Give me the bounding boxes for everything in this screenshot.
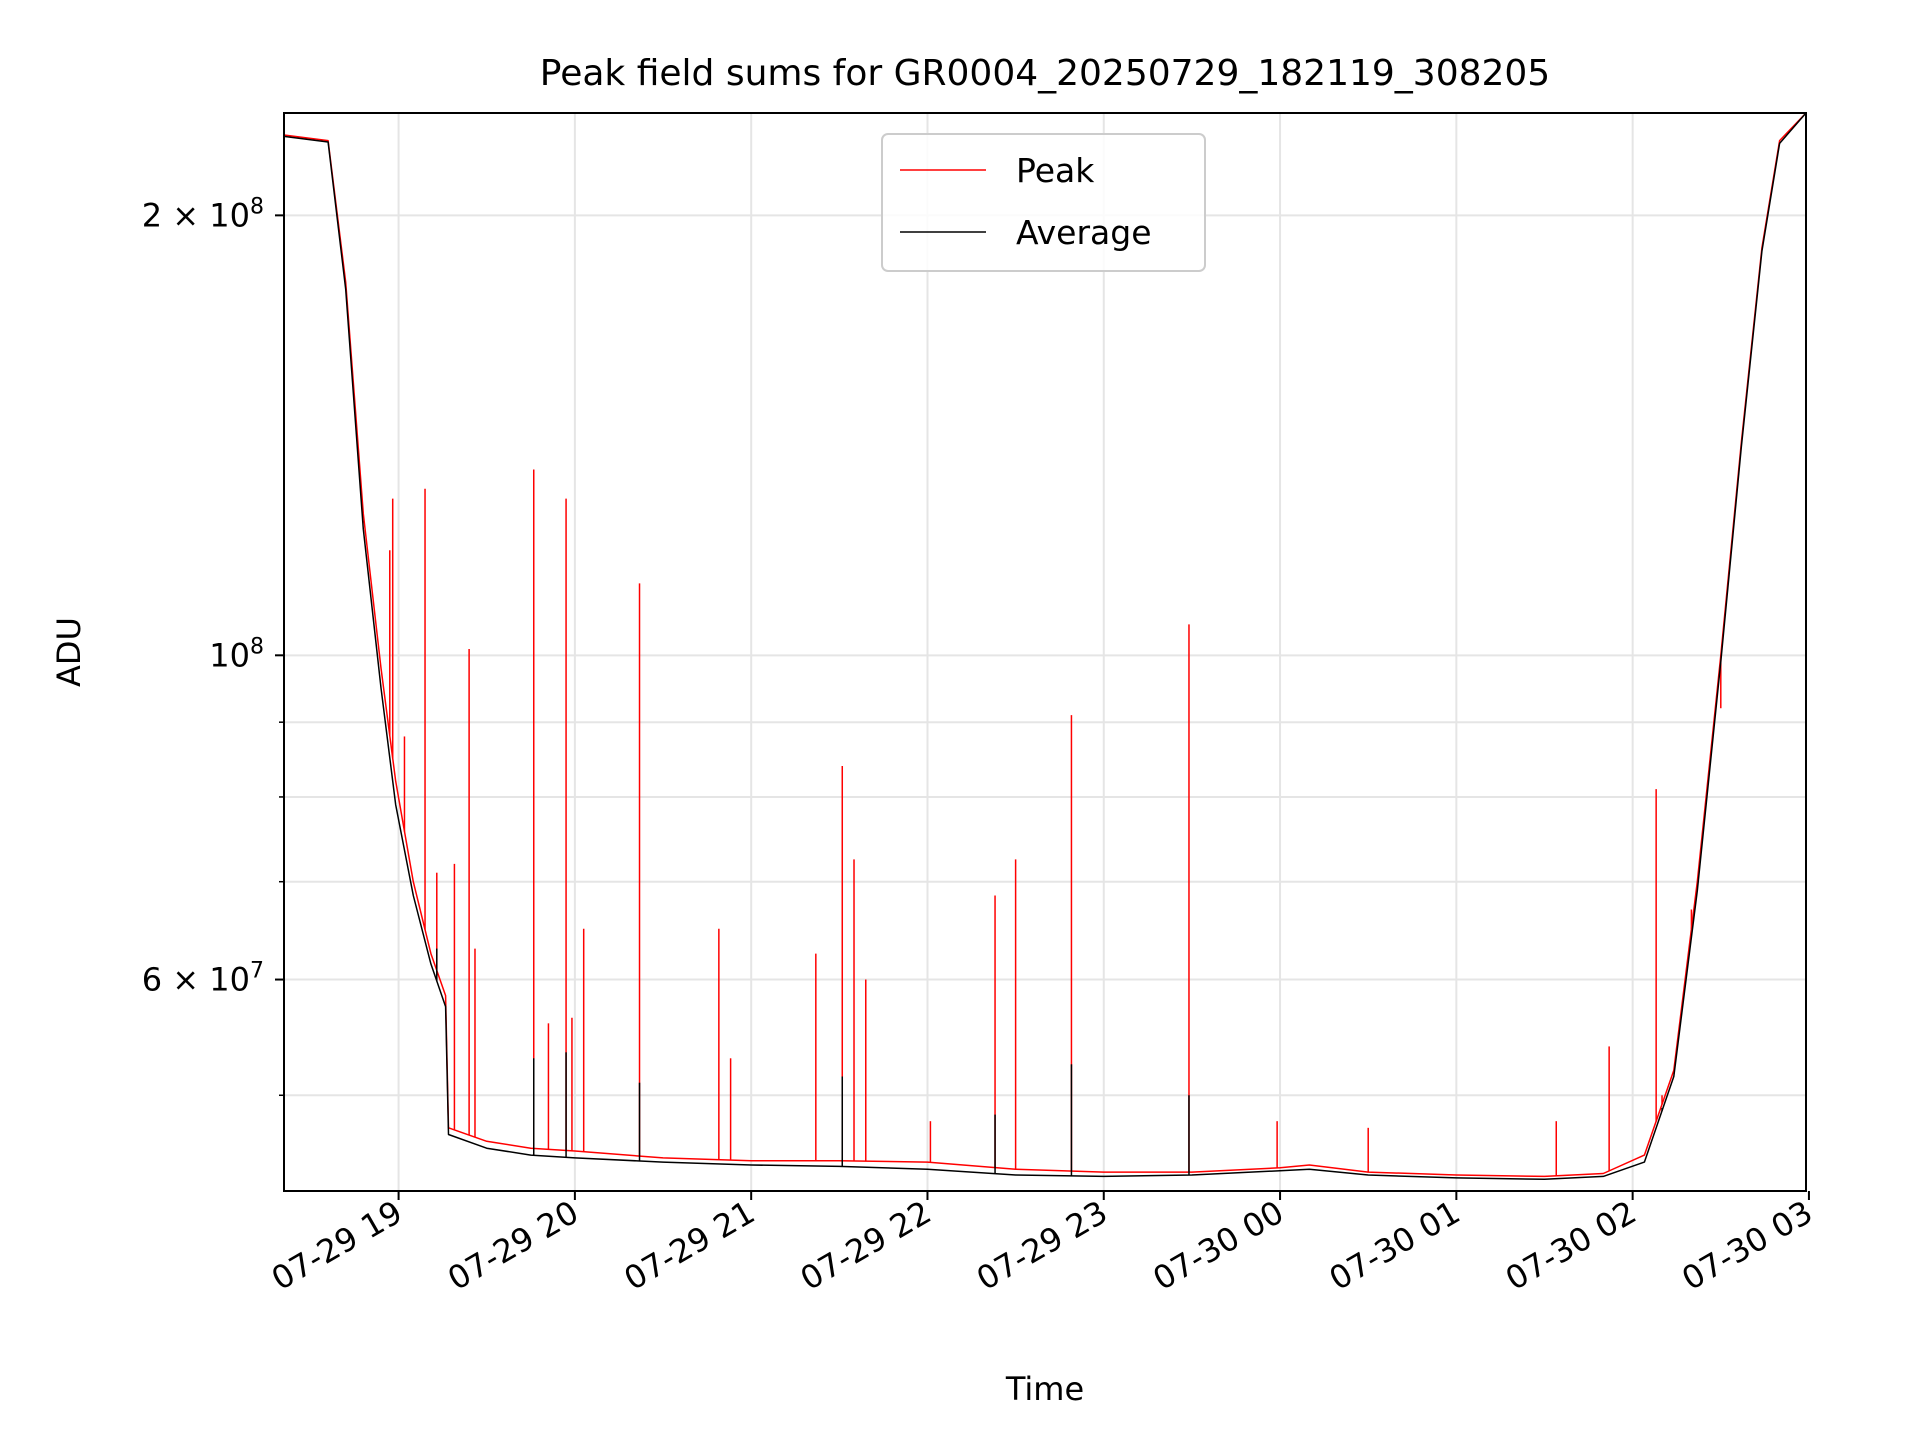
y-tick-label: 6 × 107 — [142, 959, 264, 999]
legend-label-average: Average — [1016, 213, 1152, 252]
chart-title: Peak field sums for GR0004_20250729_1821… — [540, 53, 1550, 94]
grid — [284, 113, 1806, 1191]
y-tick-label: 2 × 108 — [142, 194, 264, 234]
y-tick-label: 108 — [209, 634, 264, 674]
x-axis-label: Time — [1005, 1370, 1084, 1408]
y-axis: 2 × 108 108 6 × 107 — [142, 194, 284, 1097]
legend-label-peak: Peak — [1016, 151, 1095, 190]
series-line-average — [283, 112, 1807, 1181]
y-axis-label: ADU — [50, 617, 88, 687]
series-line-peak — [283, 112, 1807, 1178]
legend: Peak Average — [881, 133, 1206, 272]
plot-frame — [283, 112, 1807, 1192]
plot-series — [283, 112, 1807, 1181]
legend-box — [881, 133, 1206, 272]
